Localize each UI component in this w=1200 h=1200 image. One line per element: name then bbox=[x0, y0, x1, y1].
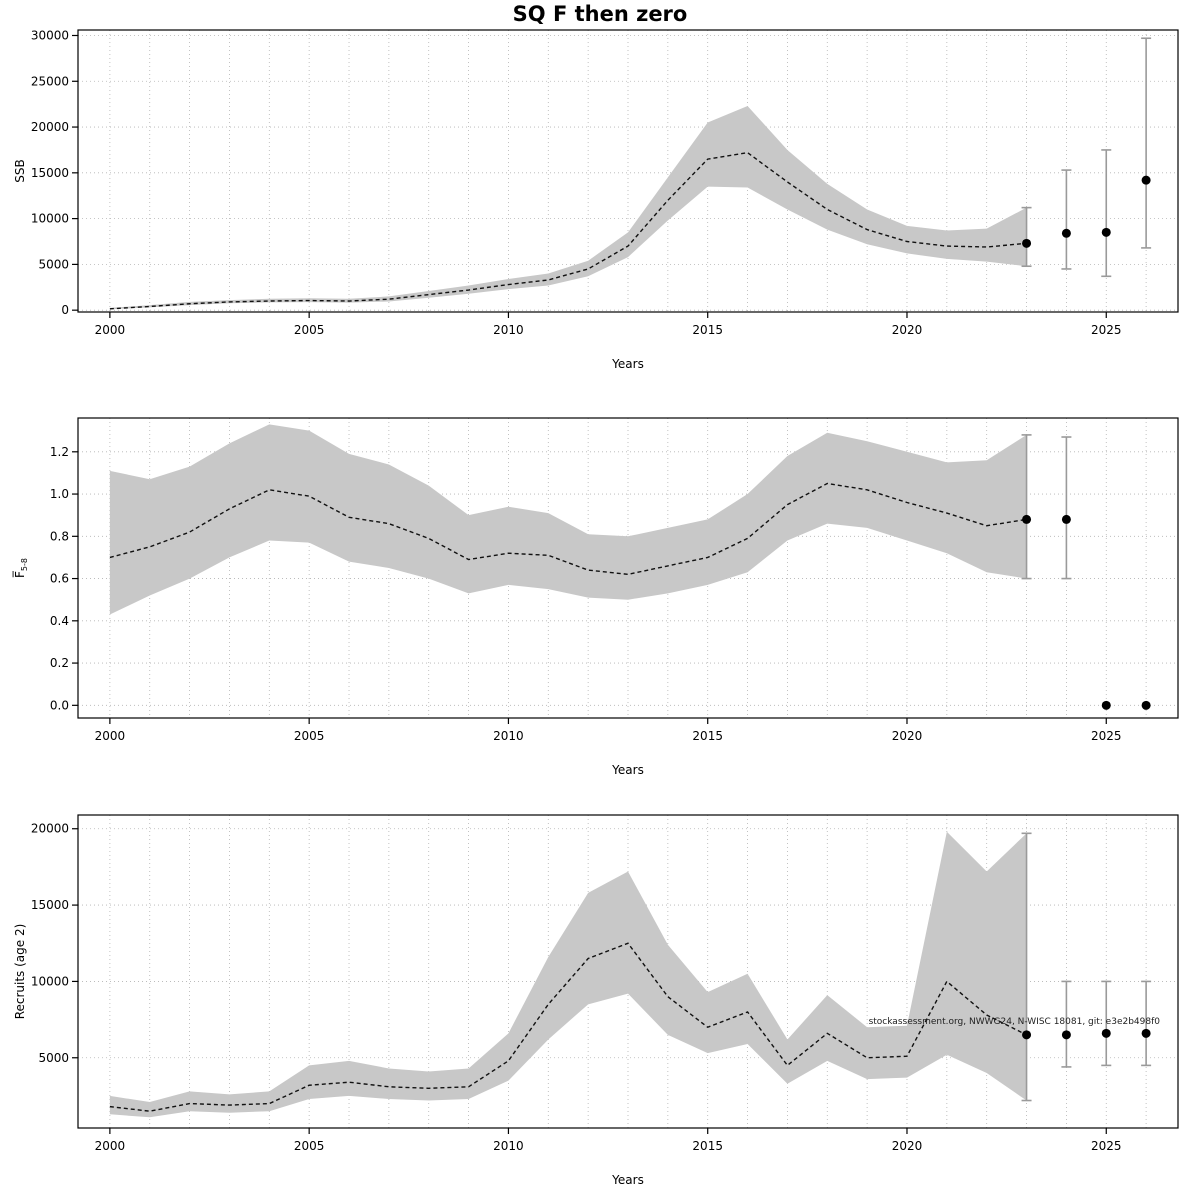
y-tick-label: 25000 bbox=[31, 74, 69, 88]
x-tick-label: 2015 bbox=[692, 323, 723, 337]
recruits-panel: stockassessment.org, NWWG24, N-WISC 1808… bbox=[0, 800, 1200, 1200]
y-tick-label: 0.4 bbox=[50, 614, 69, 628]
confidence-band bbox=[109, 424, 1027, 615]
recruits-chart-svg: stockassessment.org, NWWG24, N-WISC 1808… bbox=[13, 814, 1179, 1187]
y-tick-label: 20000 bbox=[31, 822, 69, 836]
y-tick-label: 1.2 bbox=[50, 445, 69, 459]
x-tick-label: 2015 bbox=[692, 1139, 723, 1153]
y-axis-title: SSB bbox=[13, 159, 27, 182]
watermark-text: stockassessment.org, NWWG24, N-WISC 1808… bbox=[869, 1017, 1161, 1027]
x-tick-label: 2025 bbox=[1091, 1139, 1122, 1153]
forecast-point bbox=[1022, 238, 1032, 248]
y-tick-label: 10000 bbox=[31, 974, 69, 988]
x-tick-label: 2020 bbox=[892, 729, 923, 743]
forecast-point bbox=[1022, 1030, 1032, 1040]
y-tick-label: 20000 bbox=[31, 120, 69, 134]
forecast-point bbox=[1061, 514, 1071, 524]
confidence-band bbox=[109, 831, 1027, 1118]
fbar-panel: 2000 2005 2010 2015 2020 2025 0.0 0.2 0.4 0.6 0.8 1… bbox=[0, 400, 1200, 800]
y-tick-label: 0 bbox=[61, 303, 69, 317]
forecast-point bbox=[1141, 700, 1151, 710]
fbar-chart-svg: 2000 2005 2010 2015 2020 2025 0.0 0.2 0.4 0.6 0.8 1… bbox=[12, 417, 1179, 777]
forecast-point bbox=[1141, 175, 1151, 185]
y-tick-label: 15000 bbox=[31, 166, 69, 180]
forecast-point bbox=[1061, 228, 1071, 238]
y-tick-label: 30000 bbox=[31, 28, 69, 42]
mean-line bbox=[109, 942, 1027, 1112]
plot-border bbox=[77, 814, 1179, 1129]
y-tick-label: 5000 bbox=[38, 1051, 69, 1065]
plot-border bbox=[77, 417, 1179, 719]
forecast-point bbox=[1022, 514, 1032, 524]
y-axis-title: F̅5-8 bbox=[12, 558, 29, 578]
x-tick-label: 2020 bbox=[892, 323, 923, 337]
x-tick-label: 2025 bbox=[1091, 729, 1122, 743]
ssb-chart-svg: 2000 2005 2010 2015 2020 2025 0 5000 10000 15000 2… bbox=[13, 28, 1179, 371]
x-tick-label: 2000 bbox=[95, 729, 126, 743]
forecast-point bbox=[1061, 1030, 1071, 1040]
x-axis-title: Years bbox=[611, 763, 644, 777]
x-tick-label: 2010 bbox=[493, 729, 524, 743]
mean-line bbox=[109, 151, 1027, 310]
chart-title: SQ F then zero bbox=[512, 2, 688, 26]
y-tick-label: 0.8 bbox=[50, 529, 69, 543]
x-tick-label: 2000 bbox=[95, 323, 126, 337]
x-tick-label: 2020 bbox=[892, 1139, 923, 1153]
x-tick-label: 2010 bbox=[493, 323, 524, 337]
ssb-panel: 2000 2005 2010 2015 2020 2025 0 5000 10000 15000 2… bbox=[0, 0, 1200, 400]
y-tick-label: 0.6 bbox=[50, 572, 69, 586]
x-tick-label: 2015 bbox=[692, 729, 723, 743]
forecast-point bbox=[1141, 1028, 1151, 1038]
y-tick-label: 0.0 bbox=[50, 698, 69, 712]
y-tick-label: 15000 bbox=[31, 898, 69, 912]
forecast-point bbox=[1101, 700, 1111, 710]
x-tick-label: 2005 bbox=[294, 729, 325, 743]
confidence-band bbox=[109, 105, 1027, 310]
x-tick-label: 2005 bbox=[294, 323, 325, 337]
y-tick-label: 5000 bbox=[38, 257, 69, 271]
x-tick-label: 2010 bbox=[493, 1139, 524, 1153]
y-tick-label: 1.0 bbox=[50, 487, 69, 501]
x-tick-label: 2000 bbox=[95, 1139, 126, 1153]
x-axis-title: Years bbox=[611, 357, 644, 371]
plot-border bbox=[77, 29, 1179, 313]
x-tick-label: 2005 bbox=[294, 1139, 325, 1153]
forecast-point bbox=[1101, 227, 1111, 237]
x-tick-label: 2025 bbox=[1091, 323, 1122, 337]
y-tick-label: 0.2 bbox=[50, 656, 69, 670]
x-axis-title: Years bbox=[611, 1173, 644, 1187]
mean-line bbox=[109, 482, 1027, 576]
forecast-point bbox=[1101, 1028, 1111, 1038]
y-axis-title: Recruits (age 2) bbox=[13, 924, 27, 1020]
y-tick-label: 10000 bbox=[31, 212, 69, 226]
